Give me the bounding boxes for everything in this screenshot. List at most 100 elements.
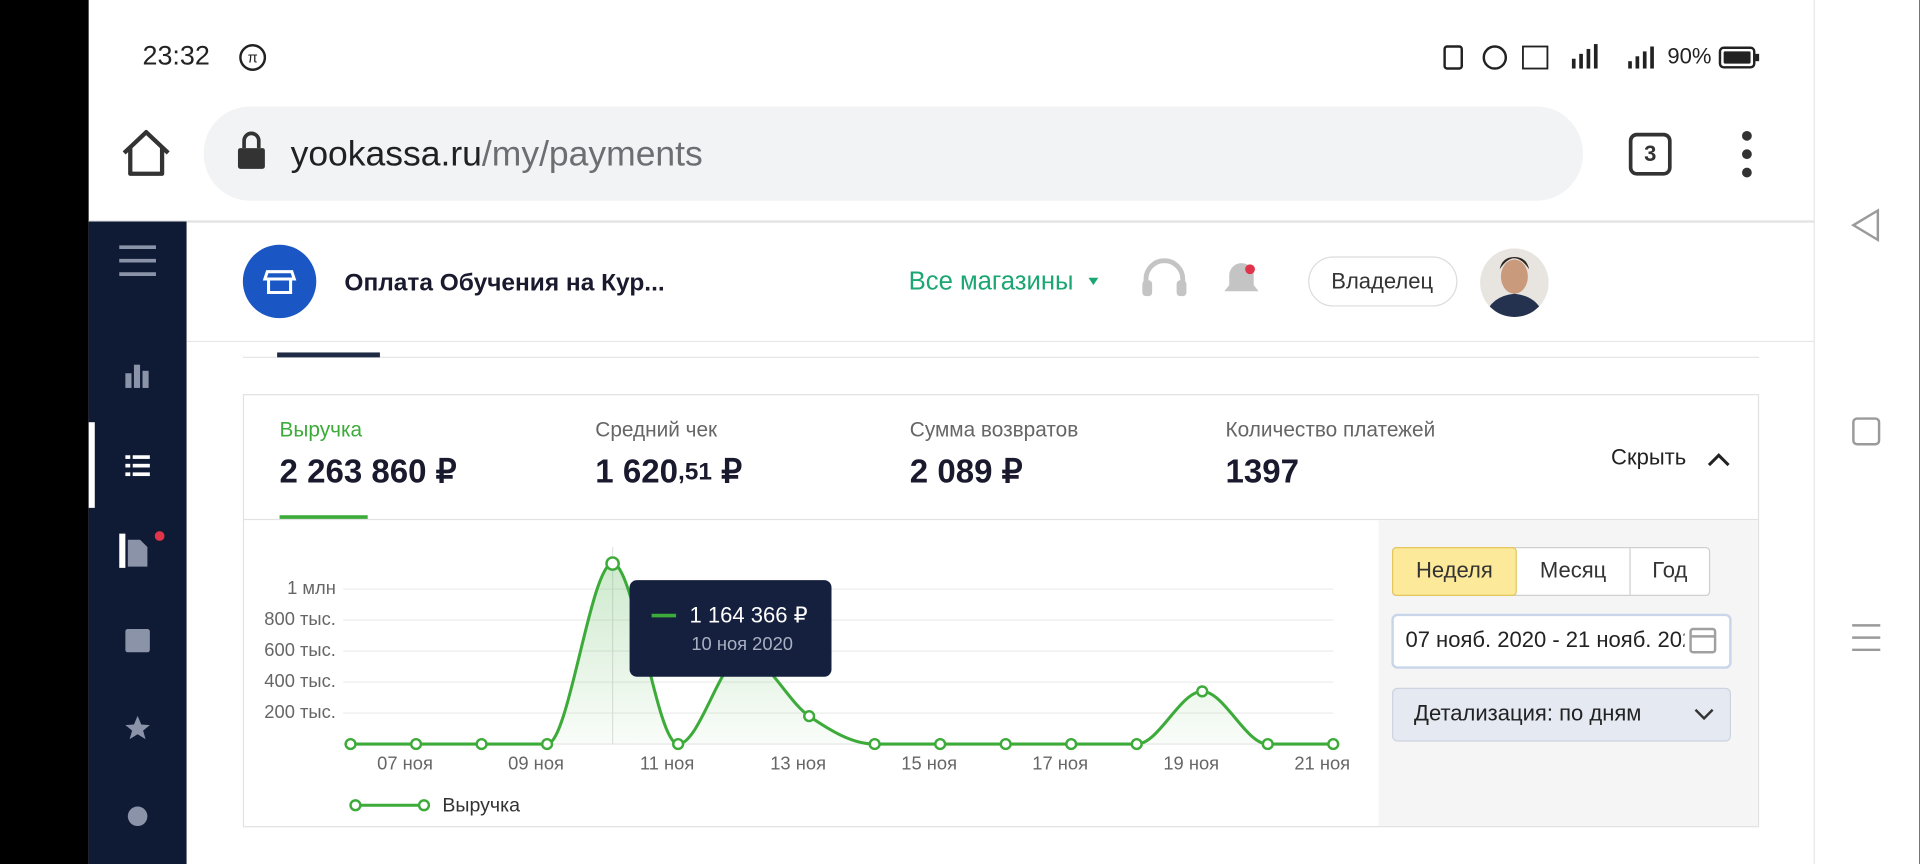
tooltip (629, 580, 832, 677)
metric-value: 2 089 ₽ (910, 453, 1023, 490)
detail-select[interactable] (1392, 687, 1731, 742)
period-active (1392, 547, 1517, 596)
battery-level: 90% (1667, 43, 1711, 68)
tooltip-date: 10 ноя 2020 (691, 633, 793, 654)
sidebar-icons[interactable] (119, 364, 165, 827)
metric-label[interactable]: Сумма возвратов (910, 418, 1078, 441)
role: Владелец (1331, 269, 1433, 294)
point[interactable] (803, 710, 816, 723)
url-bar[interactable] (203, 106, 1583, 201)
hide-button[interactable]: Скрыть (1611, 445, 1686, 470)
x-tick-label: 15 ноя (901, 753, 957, 774)
metric-label[interactable]: Средний чек (595, 418, 718, 441)
metric-label[interactable]: Количество платежей (1226, 418, 1436, 441)
tooltip-value: 1 164 366 ₽ (690, 603, 808, 628)
legend-point (417, 799, 431, 812)
metric-value-main: 1397 (1226, 453, 1299, 490)
point[interactable] (1196, 685, 1209, 698)
left-edge (0, 0, 89, 864)
point[interactable] (1065, 737, 1078, 751)
point[interactable] (868, 737, 881, 751)
period-button[interactable]: Год (1652, 557, 1687, 582)
tabs-button[interactable] (1628, 132, 1672, 176)
area (350, 563, 1334, 745)
store-caret (1088, 277, 1099, 286)
calendar-icon[interactable] (1689, 627, 1717, 654)
role-pill[interactable] (1308, 256, 1458, 307)
store-selector[interactable]: Все магазины (909, 267, 1074, 295)
legend-point (349, 799, 362, 812)
x-tick-label: 13 ноя (770, 753, 826, 774)
metric-value-gap (712, 453, 721, 490)
tabs-count: 3 (1644, 141, 1656, 166)
active-indicator (88, 422, 95, 508)
hide-chevron (1707, 453, 1730, 467)
x-tick-label: 17 ноя (1032, 753, 1088, 774)
metric-label[interactable]: Выручка (280, 418, 363, 441)
y-tick-label: 200 тыс. (264, 701, 336, 722)
date-input[interactable] (1391, 613, 1732, 669)
period-button[interactable]: Неделя (1416, 557, 1493, 582)
shop-logo-icon (262, 270, 297, 295)
active-tab (277, 352, 380, 358)
lock-icon (237, 131, 265, 169)
point[interactable] (999, 737, 1012, 751)
notification-dot (1245, 264, 1255, 275)
menu-button[interactable] (1742, 130, 1752, 178)
url-path: /my/payments (482, 134, 703, 174)
status-icons (1443, 44, 1760, 70)
metric-value: 1397 (1226, 453, 1299, 490)
nav-home[interactable] (1852, 417, 1881, 446)
x-tick-label: 09 ноя (508, 753, 564, 774)
shop-logo (242, 244, 317, 319)
point[interactable] (475, 737, 488, 751)
metric-value-main: 2 089 ₽ (910, 453, 1023, 490)
metric-value: 1 620,51 ₽ (595, 453, 742, 490)
support-icon[interactable] (1143, 258, 1186, 289)
point[interactable] (344, 737, 357, 751)
point[interactable] (605, 556, 620, 571)
toolbar-shadow (88, 220, 1815, 223)
status-icon: π (248, 51, 258, 67)
chart: 200 тыс. 400 тыс. 600 тыс. 800 тыс. 1 млн 07 … (264, 547, 1350, 817)
y-tick-label: 400 тыс. (264, 670, 336, 691)
support-icon (1176, 280, 1187, 297)
x-tick-label: 21 ноя (1294, 753, 1350, 774)
detail: Детализация: по дням (1414, 701, 1641, 726)
period-button[interactable]: Месяц (1540, 557, 1607, 582)
metric-value-suffix: ₽ (721, 453, 742, 490)
url: yookassa.ru/my/payments (291, 134, 703, 174)
point[interactable] (672, 737, 685, 751)
y-tick-label: 600 тыс. (264, 639, 336, 660)
active-metric (279, 515, 368, 519)
nav-back[interactable] (1850, 208, 1880, 243)
point[interactable] (540, 737, 554, 751)
support-icon (1142, 280, 1153, 297)
point[interactable] (409, 737, 423, 751)
shop-name[interactable]: Оплата Обучения на Кур... (344, 269, 664, 296)
legend-label[interactable]: Выручка (442, 795, 520, 817)
metric-value: 2 263 860 ₽ (280, 453, 457, 490)
point[interactable] (1261, 737, 1274, 751)
metric-value-main: 2 263 860 ₽ (280, 453, 457, 490)
x-tick-label: 11 ноя (640, 753, 694, 774)
point[interactable] (934, 737, 947, 751)
metric-value-fraction: ,51 (678, 459, 712, 486)
tooltip-layer: 1 164 366 ₽ 10 ноя 2020 (629, 580, 832, 677)
y-tick-label: 1 млн (287, 577, 336, 598)
date-range: 07 нояб. 2020 - 21 нояб. 2020 (1405, 627, 1706, 652)
point[interactable] (1327, 737, 1340, 751)
url-domain: yookassa.ru (291, 134, 482, 174)
nav-recent[interactable] (1852, 624, 1881, 652)
x-tick-label: 19 ноя (1163, 753, 1219, 774)
status-icon (239, 44, 267, 71)
sidebar-toggle[interactable] (119, 245, 156, 276)
home-button[interactable] (122, 130, 170, 176)
detail-chevron (1694, 708, 1714, 721)
point[interactable] (1130, 737, 1143, 751)
x-tick-label: 07 ноя (377, 753, 433, 774)
y-tick-label: 800 тыс. (264, 608, 336, 629)
clock: 23:32 (143, 41, 210, 71)
